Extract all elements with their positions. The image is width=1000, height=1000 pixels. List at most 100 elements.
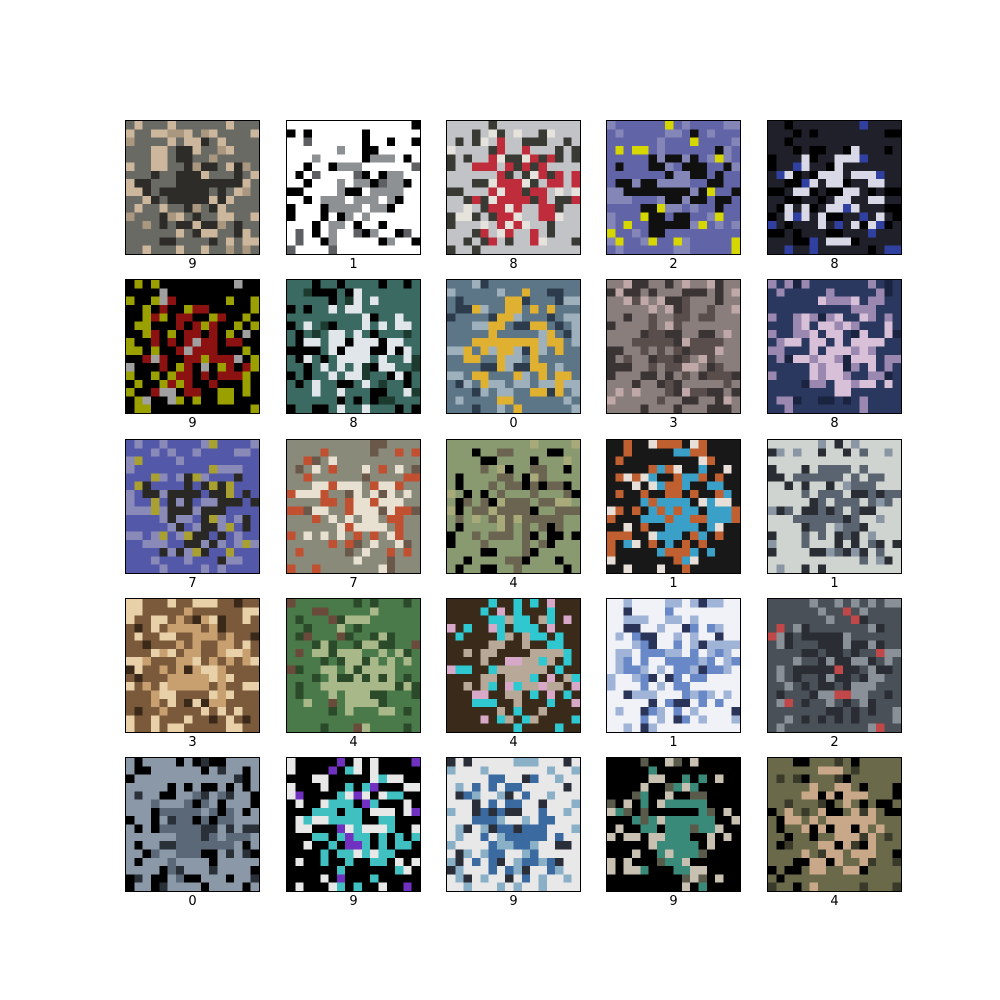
- pixel-art: [607, 440, 740, 573]
- thumbnail-image: [286, 120, 421, 255]
- class-label: 4: [509, 735, 518, 750]
- grid-cell: 1: [606, 598, 741, 750]
- thumbnail-image: [125, 279, 260, 414]
- thumbnail-image: [446, 120, 581, 255]
- grid-cell: 4: [767, 757, 902, 909]
- pixel-art: [126, 280, 259, 413]
- class-label: 1: [669, 576, 678, 591]
- pixel-art: [287, 280, 420, 413]
- pixel-art: [447, 121, 580, 254]
- pixel-art: [126, 440, 259, 573]
- class-label: 7: [188, 576, 197, 591]
- grid-cell: 8: [286, 279, 421, 431]
- thumbnail-image: [446, 598, 581, 733]
- grid-cell: 2: [606, 120, 741, 272]
- class-label: 9: [509, 894, 518, 909]
- grid-cell: 9: [125, 120, 260, 272]
- thumbnail-image: [446, 439, 581, 574]
- pixel-art: [607, 280, 740, 413]
- thumbnail-image: [125, 598, 260, 733]
- thumbnail-image: [767, 279, 902, 414]
- pixel-art: [768, 280, 901, 413]
- class-label: 2: [669, 257, 678, 272]
- pixel-art: [447, 280, 580, 413]
- class-label: 4: [830, 894, 839, 909]
- thumbnail-image: [606, 439, 741, 574]
- class-label: 8: [349, 416, 358, 431]
- thumbnail-image: [125, 439, 260, 574]
- grid-cell: 7: [286, 439, 421, 591]
- pixel-art: [607, 599, 740, 732]
- thumbnail-image: [125, 120, 260, 255]
- grid-cell: 4: [446, 439, 581, 591]
- pixel-art: [447, 440, 580, 573]
- class-label: 0: [509, 416, 518, 431]
- class-label: 2: [830, 735, 839, 750]
- pixel-art: [287, 758, 420, 891]
- class-label: 8: [830, 257, 839, 272]
- class-label: 7: [349, 576, 358, 591]
- pixel-art: [287, 440, 420, 573]
- thumbnail-image: [606, 120, 741, 255]
- class-label: 9: [669, 894, 678, 909]
- pixel-art: [768, 121, 901, 254]
- pixel-art: [768, 599, 901, 732]
- pixel-art: [607, 758, 740, 891]
- pixel-art: [287, 599, 420, 732]
- grid-cell: 9: [446, 757, 581, 909]
- grid-cell: 3: [125, 598, 260, 750]
- pixel-art: [126, 758, 259, 891]
- thumbnail-image: [446, 757, 581, 892]
- thumbnail-image: [125, 757, 260, 892]
- pixel-art: [126, 599, 259, 732]
- grid-cell: 8: [767, 120, 902, 272]
- thumbnail-image: [286, 439, 421, 574]
- thumbnail-image: [606, 757, 741, 892]
- class-label: 3: [188, 735, 197, 750]
- thumbnail-image: [286, 598, 421, 733]
- thumbnail-image: [767, 120, 902, 255]
- pixel-art: [447, 758, 580, 891]
- grid-cell: 0: [125, 757, 260, 909]
- class-label: 9: [188, 416, 197, 431]
- class-label: 0: [188, 894, 197, 909]
- thumbnail-image: [286, 757, 421, 892]
- grid-cell: 9: [606, 757, 741, 909]
- grid-cell: 4: [446, 598, 581, 750]
- pixel-art: [287, 121, 420, 254]
- grid-cell: 1: [606, 439, 741, 591]
- thumbnail-image: [286, 279, 421, 414]
- grid-cell: 9: [286, 757, 421, 909]
- class-label: 9: [188, 257, 197, 272]
- grid-cell: 1: [767, 439, 902, 591]
- class-label: 9: [349, 894, 358, 909]
- grid-cell: 0: [446, 279, 581, 431]
- grid-cell: 8: [446, 120, 581, 272]
- thumbnail-image: [767, 439, 902, 574]
- class-label: 8: [509, 257, 518, 272]
- grid-cell: 9: [125, 279, 260, 431]
- grid-cell: 1: [286, 120, 421, 272]
- class-label: 8: [830, 416, 839, 431]
- grid-cell: 8: [767, 279, 902, 431]
- class-label: 1: [669, 735, 678, 750]
- class-label: 4: [509, 576, 518, 591]
- thumbnail-image: [767, 598, 902, 733]
- thumbnail-image: [767, 757, 902, 892]
- grid-cell: 4: [286, 598, 421, 750]
- pixel-art: [447, 599, 580, 732]
- pixel-art: [126, 121, 259, 254]
- grid-cell: 7: [125, 439, 260, 591]
- thumbnail-image: [606, 598, 741, 733]
- class-label: 3: [669, 416, 678, 431]
- pixel-art: [768, 440, 901, 573]
- pixel-art: [768, 758, 901, 891]
- thumbnail-image: [446, 279, 581, 414]
- class-label: 1: [349, 257, 358, 272]
- pixel-art: [607, 121, 740, 254]
- class-label: 4: [349, 735, 358, 750]
- class-label: 1: [830, 576, 839, 591]
- thumbnail-image: [606, 279, 741, 414]
- grid-cell: 2: [767, 598, 902, 750]
